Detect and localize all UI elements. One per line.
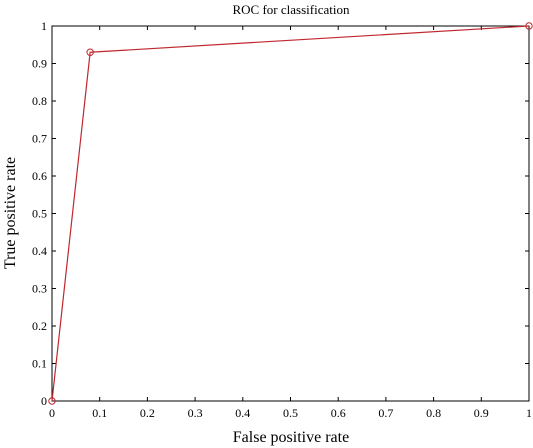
y-tick-label: 1 [41,19,47,33]
y-tick-label: 0.1 [32,357,47,371]
y-tick-label: 0.2 [32,319,47,333]
x-tick-label: 0.3 [188,406,203,420]
y-tick-label: 0.8 [32,94,47,108]
x-tick-label: 0.7 [378,406,393,420]
plot-area [51,25,530,402]
x-tick-label: 0 [49,406,55,420]
series-layer [48,22,533,405]
y-tick-label: 0.6 [32,169,47,183]
x-tick-label: 0.6 [331,406,346,420]
y-axis: 0 0.1 0.2 0.3 0.4 0.5 0.6 0.7 0.8 0.9 1 [32,19,529,408]
roc-curve-line [51,25,530,402]
roc-point-marker [86,48,94,56]
y-axis-label: True positive rate [2,157,19,269]
y-tick-label: 0.7 [32,132,47,146]
x-axis: 0 0.1 0.2 0.3 0.4 0.5 0.6 0.7 0.8 0.9 1 [49,26,532,420]
x-tick-label: 1 [526,406,532,420]
x-tick-label: 0.2 [140,406,155,420]
roc-point-marker [48,397,56,405]
y-tick-label: 0 [41,394,47,408]
x-tick-label: 0.9 [474,406,489,420]
y-tick-label: 0.9 [32,57,47,71]
x-axis-label: False positive rate [233,429,349,446]
y-tick-label: 0.4 [32,244,47,258]
y-tick-label: 0.3 [32,282,47,296]
x-tick-label: 0.8 [426,406,441,420]
chart-title: ROC for classification [233,2,350,17]
x-tick-label: 0.5 [283,406,298,420]
roc-point-marker [525,22,533,30]
x-tick-label: 0.1 [92,406,107,420]
y-tick-label: 0.5 [32,207,47,221]
x-tick-label: 0.4 [235,406,250,420]
